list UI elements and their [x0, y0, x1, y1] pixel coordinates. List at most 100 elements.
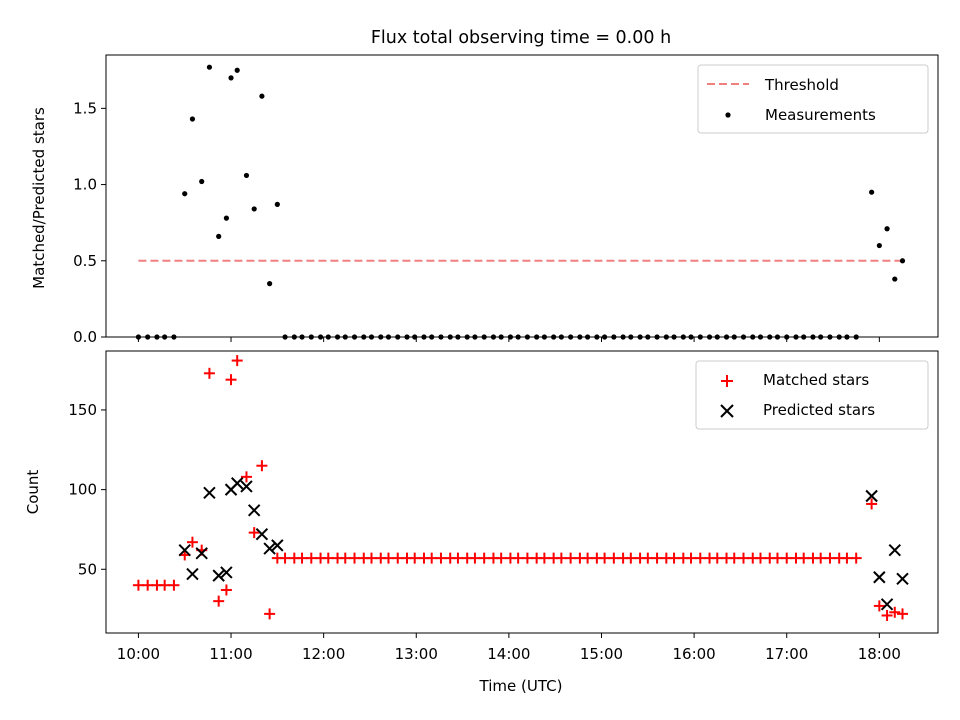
predicted-star-point [880, 598, 894, 611]
bottom-x-tick-label: 10:00 [117, 645, 160, 663]
matched-star-point [248, 527, 260, 539]
top-y-tick-label: 0.0 [73, 328, 97, 346]
predicted-star-point [247, 504, 261, 517]
measurement-point [199, 178, 205, 185]
matched-star-point [866, 498, 878, 510]
matched-star-point [168, 579, 180, 591]
predicted-star-point [240, 480, 253, 493]
matched-star-point [642, 552, 654, 564]
matched-star-point [365, 552, 377, 564]
measurement-point [251, 206, 257, 212]
top-legend-box [697, 64, 929, 134]
measurement-point [267, 281, 273, 287]
matched-star-point [264, 608, 276, 620]
bottom-x-tick-label: 13:00 [395, 645, 438, 663]
measurement-point [182, 191, 188, 197]
bottom-x-tick-label: 17:00 [765, 645, 808, 663]
matched-star-point [754, 552, 766, 564]
predicted-star-point [220, 566, 233, 579]
matched-star-point [889, 606, 901, 618]
measurement-point [869, 189, 875, 195]
bottom-x-tick-label: 12:00 [302, 645, 345, 663]
matched-star-point [469, 552, 481, 564]
measurement-point [243, 172, 250, 179]
legend-measurements-swatch [725, 112, 731, 118]
matched-star-point [694, 552, 706, 564]
matched-star-point [512, 552, 524, 564]
matched-star-point [452, 552, 464, 564]
measurement-point [274, 201, 280, 207]
bottom-x-tick-label: 14:00 [487, 645, 530, 663]
matched-star-point [296, 552, 308, 564]
matched-star-point [339, 552, 351, 564]
predicted-star-point [186, 567, 199, 581]
matched-star-point [521, 552, 533, 564]
bottom-legend: Matched stars Predicted stars [695, 360, 929, 430]
predicted-star-point [178, 543, 191, 557]
matched-star-point [279, 552, 291, 564]
matched-star-point [142, 579, 154, 591]
top-y-tick-label: 1.5 [73, 99, 97, 117]
predicted-star-point [873, 571, 886, 584]
matched-star-point [256, 460, 268, 472]
matched-star-point [738, 552, 750, 564]
measurement-point [892, 276, 898, 282]
legend-matched-swatch [721, 375, 733, 387]
matched-star-point [625, 552, 637, 564]
matched-star-point [231, 355, 243, 367]
matched-star-point [850, 552, 862, 564]
matched-star-point [668, 552, 680, 564]
matched-star-point [225, 374, 237, 386]
bottom-panel: Count Time (UTC) 50 100 150 10:00 11:00 12:00… [24, 350, 939, 695]
bottom-y-tick-label: 50 [78, 560, 97, 578]
measurement-point [259, 93, 265, 99]
matched-star-point [608, 552, 620, 564]
matched-star-point [873, 600, 885, 612]
matched-star-point [220, 584, 232, 596]
measurement-point [884, 226, 890, 232]
legend-predicted-swatch [720, 404, 734, 418]
predicted-star-point [212, 569, 225, 582]
matched-star-point [213, 595, 225, 607]
bottom-y-axis-label: Count [24, 470, 42, 515]
top-panel: Flux total observing time = 0.00 h Match… [30, 28, 939, 346]
matched-star-point [771, 552, 783, 564]
top-y-axis-label: Matched/Predicted stars [30, 107, 48, 289]
matched-star-point [565, 552, 577, 564]
matched-star-point [382, 552, 394, 564]
matched-star-point [203, 367, 215, 379]
bottom-y-tick-label: 100 [68, 481, 97, 499]
measurement-point [189, 116, 196, 122]
top-chart-title: Flux total observing time = 0.00 h [371, 28, 671, 48]
measurement-point [223, 215, 230, 221]
bottom-axis-ticks: 50 100 150 10:00 11:00 12:00 13:00 14:00 15:00 16… [68, 401, 901, 663]
matched-star-point [824, 552, 836, 564]
bottom-legend-box [695, 360, 929, 430]
matched-star-point [798, 552, 810, 564]
matched-star-point [349, 552, 361, 564]
bottom-y-tick-label: 150 [68, 401, 97, 419]
bottom-axes-frame [105, 350, 939, 634]
predicted-star-point [865, 489, 878, 503]
legend-predicted-label: Predicted stars [763, 401, 875, 419]
top-axes-frame [105, 54, 939, 338]
predicted-star-point [195, 547, 208, 560]
measurement-point [899, 258, 906, 264]
matched-star-point [495, 552, 507, 564]
matched-star-point [159, 579, 171, 591]
top-y-tick-label: 1.0 [73, 176, 97, 194]
matched-star-point [582, 552, 594, 564]
matched-star-point [881, 609, 893, 621]
predicted-star-point [255, 528, 269, 541]
matched-star-point [322, 552, 334, 564]
predicted-star-point [896, 572, 909, 586]
matched-star-point [599, 552, 611, 564]
matched-star-point [305, 552, 317, 564]
top-axis-ticks: 0.0 0.5 1.0 1.5 [73, 99, 880, 346]
measurement-point [876, 242, 882, 249]
bottom-x-tick-label: 18:00 [858, 645, 901, 663]
bottom-x-tick-label: 11:00 [209, 645, 252, 663]
predicted-star-point [271, 539, 284, 552]
predicted-star-point [263, 542, 276, 555]
